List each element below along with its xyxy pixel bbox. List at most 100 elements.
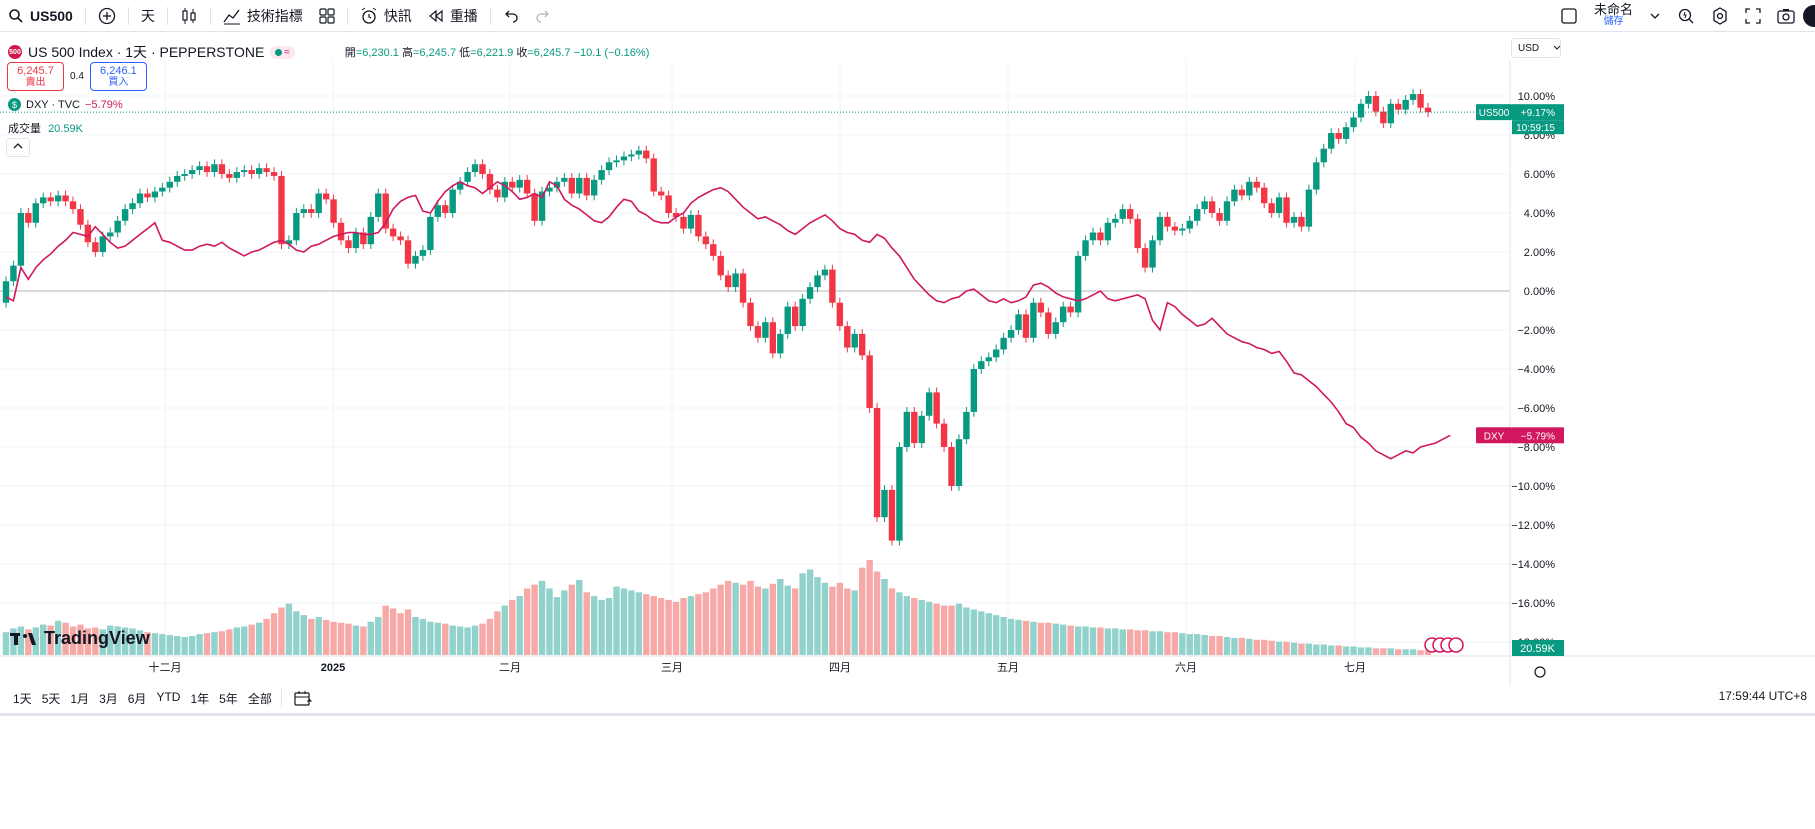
clock[interactable]: 17:59:44 UTC+8	[1718, 689, 1807, 703]
volume-bar	[1298, 643, 1305, 655]
candle-body	[404, 240, 412, 264]
volume-bar	[598, 599, 605, 655]
candle-body	[1395, 103, 1402, 110]
candle-body	[866, 355, 873, 408]
price-chart[interactable]: 10.00%8.00%6.00%4.00%2.00%0.00%−2.00%−4.…	[0, 60, 1815, 685]
candle-body	[836, 302, 844, 327]
spread-value: 0.4	[70, 71, 84, 82]
candle-body	[985, 357, 992, 362]
compare-symbol-button[interactable]	[90, 0, 124, 32]
candle-body	[531, 193, 538, 221]
range-button-0[interactable]: 1天	[13, 691, 32, 706]
volume-bar	[151, 633, 159, 655]
volume-bar	[69, 626, 77, 655]
sell-button[interactable]: 6,245.7 賣出	[7, 62, 64, 91]
candle-body	[434, 205, 442, 217]
volume-bar	[1179, 633, 1186, 655]
volume-bar	[1037, 622, 1045, 655]
volume-bar	[940, 605, 948, 655]
volume-bar	[1328, 645, 1335, 655]
volume-bar	[10, 628, 17, 655]
fullscreen-button[interactable]	[1737, 0, 1769, 32]
economic-event-flag-icon	[1448, 637, 1464, 653]
candle-body	[911, 411, 918, 444]
volume-bar	[918, 599, 925, 655]
settings-button[interactable]	[1703, 0, 1737, 32]
buy-button[interactable]: 6,246.1 買入	[89, 62, 147, 91]
high-value: =6,245.7	[412, 47, 457, 59]
volume-bar	[1149, 631, 1156, 655]
candle-body	[992, 349, 1000, 358]
avatar[interactable]	[1803, 5, 1815, 27]
volume-bar	[1112, 628, 1119, 655]
add-circle-icon	[98, 7, 116, 25]
alert-button[interactable]: 快訊	[352, 0, 420, 32]
currency-label: USD	[1518, 42, 1540, 54]
currency-selector[interactable]: USD	[1511, 38, 1561, 58]
candle-body	[464, 172, 471, 182]
volume-bar	[978, 611, 985, 655]
range-button-5[interactable]: YTD	[156, 689, 181, 704]
alert-label: 快訊	[383, 7, 412, 24]
range-button-2[interactable]: 1月	[70, 691, 90, 706]
candle-body	[47, 197, 54, 202]
goto-date-button[interactable]	[286, 682, 320, 714]
volume-bar	[538, 580, 546, 655]
volume-bar	[523, 588, 531, 655]
volume-bar	[1082, 626, 1089, 655]
range-button-3[interactable]: 3月	[99, 691, 118, 706]
candle-body	[881, 489, 888, 518]
volume-bar	[620, 588, 628, 655]
volume-bar	[568, 584, 576, 655]
volume-bar	[1156, 631, 1164, 655]
volume-bar	[1261, 639, 1268, 655]
volume-bar	[1126, 629, 1134, 655]
redo-button[interactable]	[527, 0, 559, 32]
select-layout-button[interactable]	[1552, 0, 1586, 32]
quick-search-button[interactable]	[1669, 0, 1703, 32]
volume-legend[interactable]: 成交量 20.59K	[8, 120, 83, 136]
compare-legend[interactable]: $ DXY · TVC −5.79%	[8, 98, 123, 111]
buy-label: 買入	[108, 76, 129, 88]
volume-bar	[762, 588, 769, 655]
replay-button[interactable]: 重播	[420, 0, 486, 32]
grid-icon	[319, 7, 335, 24]
x-tick-label: 六月	[1175, 661, 1197, 674]
snapshot-button[interactable]	[1769, 0, 1803, 32]
undo-button[interactable]	[495, 0, 527, 32]
layout-menu-button[interactable]	[1641, 0, 1669, 32]
series-title[interactable]: US 500 Index · 1天 · PEPPERSTONE	[28, 44, 265, 60]
volume-bar	[129, 628, 136, 655]
candle-body	[330, 199, 337, 223]
volume-bar	[911, 598, 918, 655]
interval-button[interactable]: 天	[133, 0, 163, 32]
indicators-label: 技術指標	[246, 7, 303, 24]
x-tick-label: 四月	[829, 662, 851, 674]
volume-bar	[270, 613, 278, 655]
symbol-search-button[interactable]: US500	[0, 0, 81, 32]
candle-body	[546, 187, 553, 192]
volume-bar	[1097, 627, 1104, 655]
range-button-7[interactable]: 5年	[219, 691, 238, 706]
layout-name-button[interactable]: 未命名 儲存	[1586, 3, 1641, 28]
range-button-1[interactable]: 5天	[41, 691, 61, 706]
range-button-6[interactable]: 1年	[190, 691, 210, 706]
indicators-button[interactable]: 技術指標	[215, 0, 311, 32]
range-button-4[interactable]: 6月	[127, 691, 147, 706]
y-tick-label: −8.00%	[1517, 442, 1555, 454]
volume-bar	[1022, 620, 1030, 655]
market-status-pill[interactable]: ≈	[270, 45, 295, 59]
volume-bar	[1104, 628, 1112, 655]
volume-bar	[501, 605, 509, 655]
layouts-button[interactable]	[311, 0, 343, 32]
volume-bar	[352, 625, 360, 655]
volume-bar	[710, 588, 717, 655]
range-button-8[interactable]: 全部	[247, 691, 272, 706]
candle-body	[1171, 226, 1179, 231]
collapse-legend-button[interactable]	[6, 138, 30, 157]
volume-bar	[1201, 635, 1208, 655]
volume-bar	[777, 579, 784, 655]
symbol-logo: 500	[8, 45, 22, 59]
chart-type-button[interactable]	[172, 0, 206, 32]
market-open-icon	[275, 48, 283, 56]
